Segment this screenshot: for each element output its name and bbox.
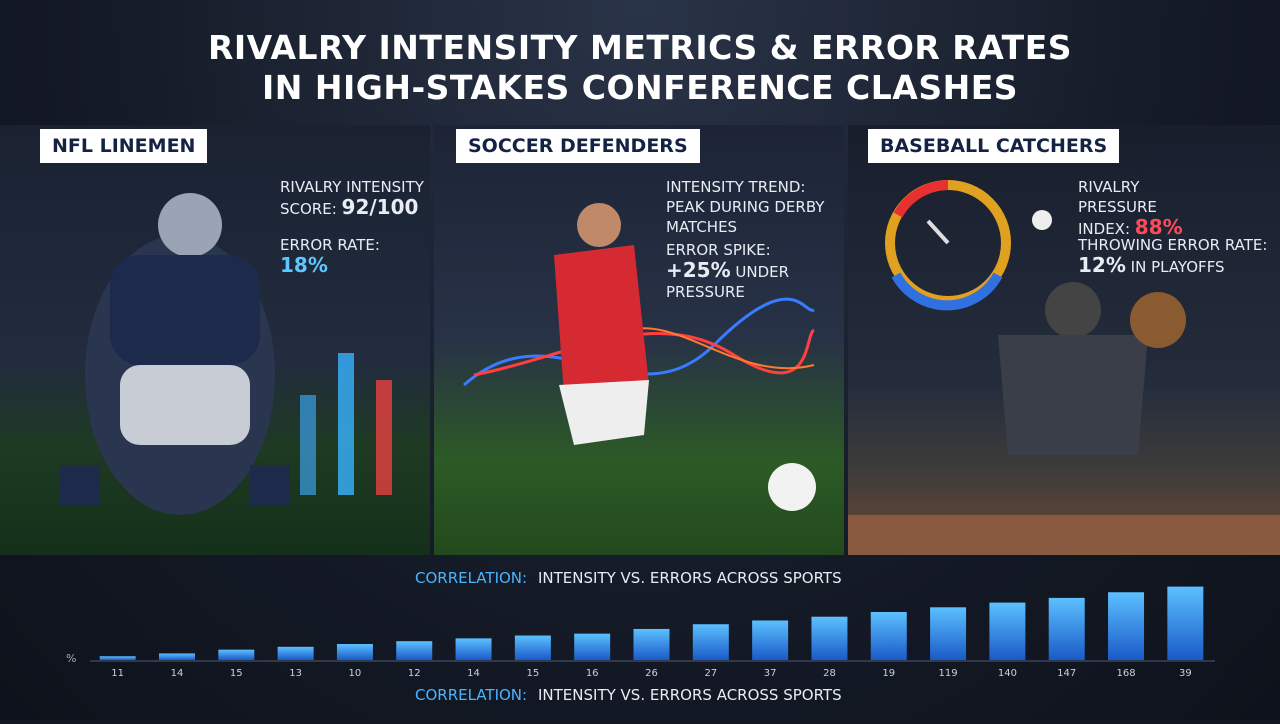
panel-label: NFL LINEMEN xyxy=(40,129,208,163)
bar xyxy=(870,612,907,660)
panel-label: SOCCER DEFENDERS xyxy=(456,129,700,163)
x-tick-label: 14 xyxy=(171,668,184,679)
x-tick-label: 14 xyxy=(467,668,480,679)
bar xyxy=(633,628,670,660)
chart-heading-prefix: CORRELATION: xyxy=(415,569,527,587)
chart-heading: INTENSITY VS. ERRORS ACROSS SPORTS xyxy=(538,686,842,704)
stat-value: PEAK DURING DERBY MATCHES xyxy=(666,198,825,236)
stat-value: 92/100 xyxy=(341,195,419,219)
player-illustration xyxy=(463,203,816,511)
stat-value: 18% xyxy=(280,253,328,277)
x-tick-label: 28 xyxy=(823,668,836,679)
bar xyxy=(158,653,195,660)
bar xyxy=(989,602,1026,660)
stat-label: ERROR RATE: xyxy=(280,236,380,254)
x-tick-label: 15 xyxy=(527,668,540,679)
x-tick-label: 19 xyxy=(882,668,895,679)
x-tick-label: 13 xyxy=(289,668,302,679)
bar xyxy=(218,649,255,660)
bar xyxy=(277,646,314,660)
bar xyxy=(99,656,136,660)
x-tick-label: 168 xyxy=(1116,668,1135,679)
stat-value: 12% xyxy=(1078,253,1126,277)
bar xyxy=(336,644,373,660)
bar xyxy=(930,607,967,660)
chart: CORRELATION: INTENSITY VS. ERRORS ACROSS… xyxy=(66,569,1215,704)
x-tick-label: 12 xyxy=(408,668,421,679)
stat-note: IN PLAYOFFS xyxy=(1130,258,1225,276)
stat-value: 88% xyxy=(1134,215,1183,239)
bar xyxy=(692,624,729,660)
x-tick-label: 37 xyxy=(764,668,777,679)
x-tick-label: 16 xyxy=(586,668,599,679)
bar xyxy=(811,616,848,660)
stat-value: +25% xyxy=(666,258,731,282)
chart-heading: INTENSITY VS. ERRORS ACROSS SPORTS xyxy=(538,569,842,587)
bar xyxy=(752,620,789,660)
title-line: IN HIGH-STAKES CONFERENCE CLASHES xyxy=(261,68,1019,107)
stat: INTENSITY TREND: PEAK DURING DERBY MATCHE… xyxy=(666,177,841,237)
x-tick-label: 140 xyxy=(998,668,1017,679)
bar-chart: CORRELATION: INTENSITY VS. ERRORS ACROSS… xyxy=(0,560,1280,720)
bar xyxy=(1048,597,1085,660)
bar xyxy=(455,638,492,660)
title-line: RIVALRY INTENSITY METRICS & ERROR RATES xyxy=(207,28,1072,67)
panel-nfl: NFL LINEMEN RIVALRY INTENSITY SCORE: 92/… xyxy=(0,125,430,555)
x-tick-label: 147 xyxy=(1057,668,1076,679)
stat-label: RIVALRY INTENSITY SCORE: xyxy=(280,178,424,218)
stat-label: RIVALRY PRESSURE INDEX: xyxy=(1078,178,1157,238)
x-tick-label: 11 xyxy=(111,668,124,679)
x-tick-label: 27 xyxy=(704,668,717,679)
x-tick-label: 26 xyxy=(645,668,658,679)
bar xyxy=(574,633,611,660)
y-axis-label: % xyxy=(66,652,76,665)
stat: ERROR RATE: 18% xyxy=(280,235,425,277)
x-tick-label: 10 xyxy=(349,668,362,679)
stat-label: INTENSITY TREND: xyxy=(666,178,806,196)
title: RIVALRY INTENSITY METRICS & ERROR RATES … xyxy=(0,28,1280,108)
stat-label: THROWING ERROR RATE: xyxy=(1078,236,1268,254)
stat-label: ERROR SPIKE: xyxy=(666,241,771,259)
panel-baseball: BASEBALL CATCHERS RIVALRY PRESSURE INDEX… xyxy=(848,125,1280,555)
stat: ERROR SPIKE: +25% UNDER PRESSURE xyxy=(666,240,841,302)
bar xyxy=(1167,586,1204,660)
stat: THROWING ERROR RATE: 12% IN PLAYOFFS xyxy=(1078,235,1278,277)
panel-label: BASEBALL CATCHERS xyxy=(868,129,1120,163)
x-tick-label: 15 xyxy=(230,668,243,679)
bar xyxy=(514,635,551,660)
player-illustration xyxy=(848,180,1280,555)
x-tick-label: 39 xyxy=(1179,668,1192,679)
x-tick-label: 119 xyxy=(939,668,958,679)
bar xyxy=(1108,592,1145,660)
stat: RIVALRY PRESSURE INDEX: 88% xyxy=(1078,177,1208,239)
stat-note: UNDER PRESSURE xyxy=(666,263,790,301)
bar xyxy=(396,641,433,660)
panel-soccer: SOCCER DEFENDERS INTENSITY TREND: PEAK DU… xyxy=(434,125,844,555)
chart-heading-prefix: CORRELATION: xyxy=(415,686,527,704)
stat: RIVALRY INTENSITY SCORE: 92/100 xyxy=(280,177,425,219)
player-illustration xyxy=(60,193,392,515)
